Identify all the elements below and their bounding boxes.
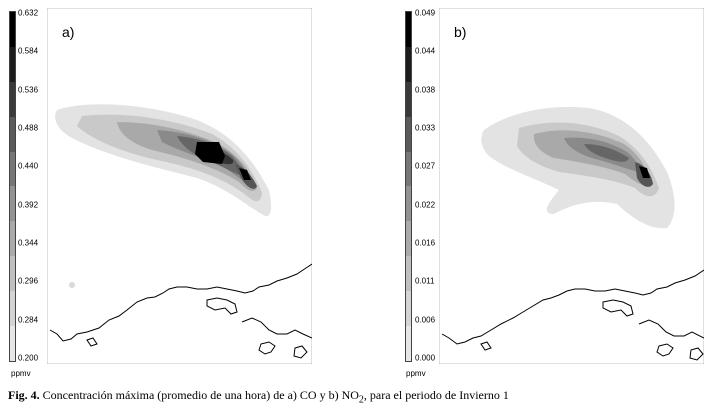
concentration-map-a [47, 8, 312, 364]
panel-b-label: b) [454, 24, 467, 40]
colorbar-b [405, 11, 412, 362]
map-panel-a: a) [47, 8, 312, 364]
colorbar-segment [10, 81, 15, 117]
figure-label: Fig. 4. [8, 388, 40, 402]
colorbar-tick-label: 0.049 [415, 8, 436, 18]
colorbar-segment [10, 46, 15, 82]
colorbar-segment [406, 291, 411, 327]
colorbar-tick-label: 0.584 [18, 46, 39, 56]
colorbar-segment [10, 151, 15, 187]
colorbar-tick-label: 0.011 [415, 276, 435, 286]
colorbar-segment [10, 186, 15, 222]
colorbar-segment [10, 116, 15, 152]
colorbar-tick-label: 0.006 [415, 315, 436, 325]
concentration-map-b [439, 8, 704, 364]
colorbar-tick-label: 0.392 [18, 200, 39, 210]
colorbar-segment [406, 12, 411, 47]
colorbar-segment [10, 291, 15, 327]
colorbar-a-unit: ppmv [11, 369, 31, 378]
colorbar-tick-label: 0.284 [18, 315, 39, 325]
colorbar-tick-label: 0.344 [18, 238, 39, 248]
colorbar-b-unit: ppmv [406, 369, 426, 378]
colorbar-segment [406, 81, 411, 117]
colorbar-tick-label: 0.296 [18, 276, 39, 286]
colorbar-tick-label: 0.033 [415, 123, 436, 133]
colorbar-b-ticks: 0.049 0.044 0.038 0.033 0.027 0.022 0.016 0.011… [415, 0, 455, 370]
colorbar-segment [10, 256, 15, 292]
panel-a-label: a) [62, 24, 75, 40]
colorbar-tick-label: 0.027 [415, 161, 436, 171]
colorbar-segment [406, 256, 411, 292]
colorbar-tick-label: 0.022 [415, 200, 436, 210]
colorbar-tick-label: 0.038 [415, 85, 436, 95]
colorbar-segment [406, 326, 411, 361]
colorbar-segment [406, 221, 411, 257]
colorbar-segment [406, 151, 411, 187]
colorbar-a-ticks: 0.632 0.584 0.536 0.488 0.440 0.392 0.344 0.296… [18, 0, 58, 370]
caption-subscript: 2 [358, 394, 364, 406]
figure-caption: Fig. 4. Concentración máxima (promedio d… [8, 388, 509, 405]
colorbar-tick-label: 0.440 [18, 161, 39, 171]
map-panel-b: b) [439, 8, 704, 364]
colorbar-tick-label: 0.488 [18, 123, 39, 133]
caption-text-end: , para el periodo de Invierno 1 [363, 388, 509, 402]
colorbar-segment [406, 186, 411, 222]
colorbar-tick-label: 0.200 [18, 353, 39, 363]
colorbar-segment [406, 116, 411, 152]
colorbar-tick-label: 0.000 [415, 353, 436, 363]
colorbar-tick-label: 0.044 [415, 46, 436, 56]
colorbar-segment [406, 46, 411, 82]
colorbar-tick-label: 0.016 [415, 238, 436, 248]
colorbar-segment [10, 221, 15, 257]
colorbar-a [9, 11, 16, 362]
caption-text: Concentración máxima (promedio de una ho… [39, 388, 359, 402]
colorbar-segment [10, 12, 15, 47]
colorbar-tick-label: 0.632 [18, 8, 39, 18]
colorbar-tick-label: 0.536 [18, 85, 39, 95]
colorbar-segment [10, 326, 15, 361]
